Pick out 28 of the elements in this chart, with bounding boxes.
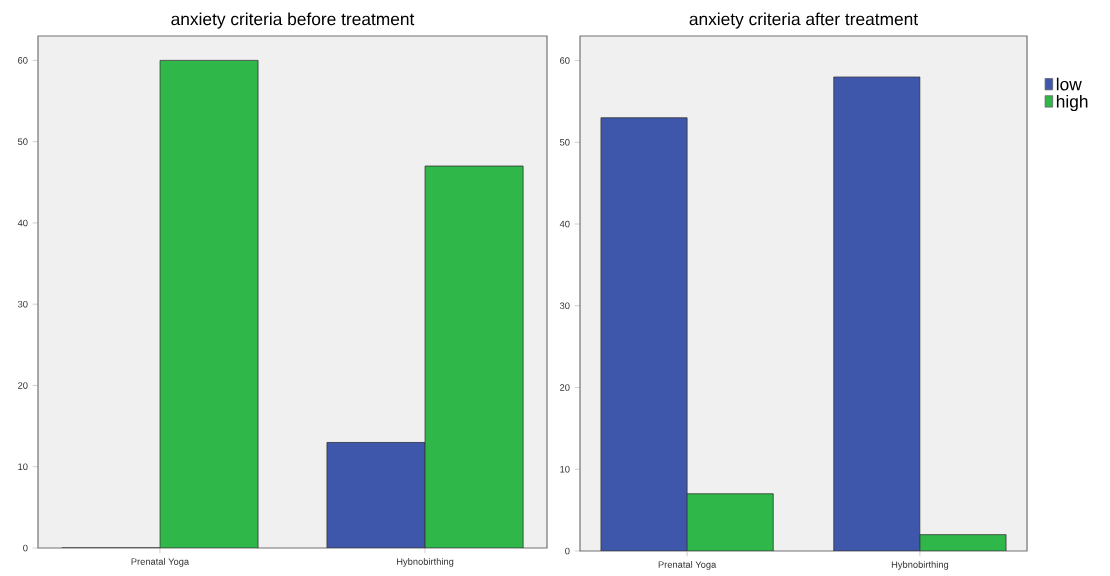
y-tick-label: 0 [23,544,28,552]
y-tick-label: 0 [565,547,570,555]
y-tick-label: 20 [18,382,28,389]
y-tick-label: 20 [560,384,570,391]
x-tick-label: Prenatal Yoga [131,558,190,567]
bar [600,117,688,551]
bar [326,441,426,548]
bar [159,59,259,548]
x-tick-label: Prenatal Yoga [658,561,717,570]
y-tick-label: 10 [18,463,28,471]
bar [686,493,774,551]
bar [833,76,921,551]
y-tick-label: 40 [17,219,28,227]
y-tick-label: 60 [560,57,570,64]
y-tick-label: 10 [560,465,570,473]
y-tick-label: 50 [17,138,28,145]
y-tick-label: 30 [559,302,570,310]
x-tick-label: Hybnobirthing [397,558,454,567]
bar [424,165,524,548]
chart-title: anxiety criteria after treatment [689,12,918,29]
y-tick-label: 40 [559,220,570,228]
legend-label: high [1056,94,1088,112]
legend-label: low [1056,77,1082,91]
y-tick-label: 50 [559,138,570,146]
chart-title: anxiety criteria before treatment [171,12,415,29]
y-tick-label: 30 [17,300,28,308]
y-tick-label: 60 [18,57,28,64]
x-tick-label: Hybnobirthing [891,561,949,570]
